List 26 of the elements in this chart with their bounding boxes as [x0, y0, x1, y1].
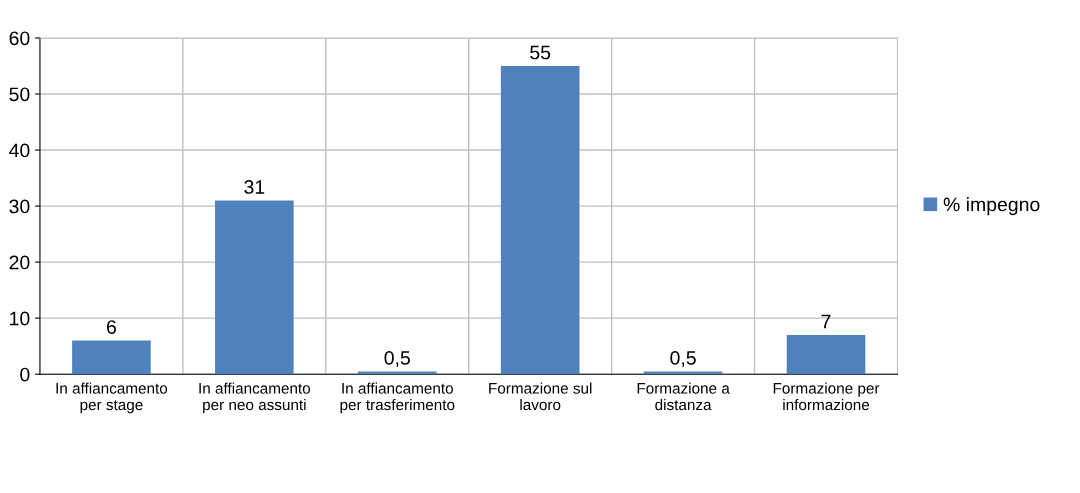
x-tick-label: Formazione per informazione — [773, 382, 880, 411]
x-tick-label: In affiancamento per neo assunti — [199, 382, 311, 414]
data-label: 0,5 — [384, 350, 410, 368]
data-label: 55 — [530, 45, 551, 60]
data-label: 6 — [107, 320, 116, 334]
data-label: 0,5 — [670, 350, 696, 368]
y-tick-label: 20 — [9, 255, 30, 270]
bar — [215, 200, 294, 375]
data-label: 31 — [244, 180, 265, 194]
y-tick-label: 40 — [9, 143, 30, 158]
x-tick-label: Formazione a distanza — [637, 382, 730, 411]
y-tick-label: 0 — [20, 367, 30, 382]
bar — [786, 334, 866, 375]
y-tick-label: 50 — [9, 87, 30, 102]
bar — [72, 340, 151, 375]
x-tick-label: In affiancamento per trasferimento — [340, 382, 455, 414]
x-tick-label: Formazione sul lavoro — [489, 382, 592, 411]
bar — [643, 371, 723, 375]
y-tick-label: 10 — [10, 311, 30, 326]
y-tick-label: 60 — [9, 31, 30, 46]
x-tick-label: In affiancamento per stage — [56, 382, 168, 414]
bar — [500, 65, 580, 375]
data-label: 7 — [821, 314, 831, 329]
legend-label: % impegno — [943, 197, 1040, 216]
bar — [357, 371, 437, 375]
y-tick-label: 30 — [9, 199, 30, 214]
